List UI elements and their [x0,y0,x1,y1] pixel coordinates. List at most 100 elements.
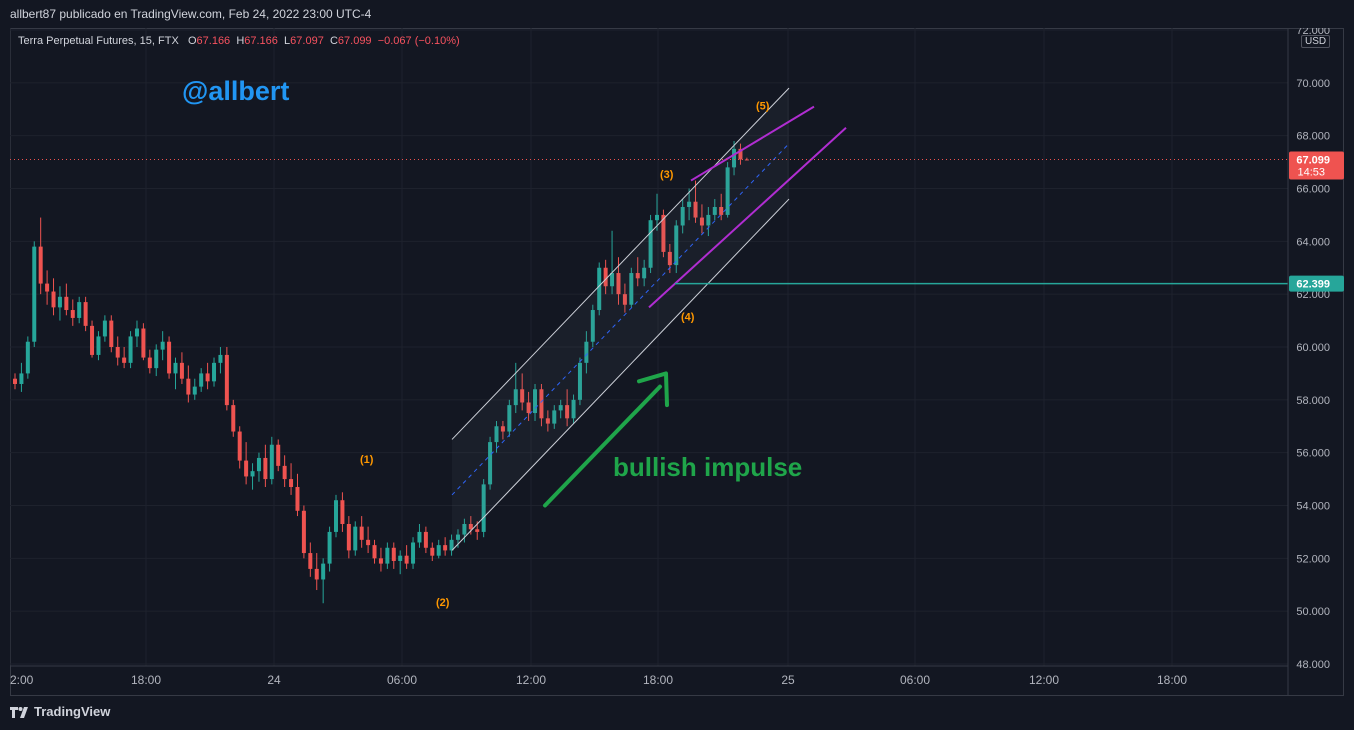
candle [436,539,441,559]
channel-upper-line [451,87,790,440]
candle-body [282,465,287,480]
candle-body [494,426,499,443]
time-tick-label: 24 [267,673,281,687]
candle [244,442,249,485]
candle-body [520,389,525,403]
candle [38,217,43,295]
candle-body [622,294,627,305]
candle-body [109,320,114,347]
high-value: 67.166 [244,35,278,47]
candle-body [334,500,338,532]
candle-body [57,296,62,308]
price-tick-label: 48.000 [1296,659,1330,671]
candle-body [738,148,743,160]
wedge-lower-line [648,127,847,309]
candle [597,262,602,316]
tradingview-logo[interactable]: TradingView [10,704,110,719]
candle [449,534,454,556]
symbol-legend[interactable]: Terra Perpetual Futures, 15, FTX O67.166… [18,35,460,47]
top-bar: allbert87 publicado en TradingView.com, … [0,0,1354,28]
candle-body [603,267,608,287]
candle [719,193,724,221]
candle [179,352,184,384]
candle-body [173,362,178,374]
candle [687,188,692,221]
candle-body [96,336,101,355]
candle [122,347,127,369]
candle [500,420,505,440]
candle-body [680,206,685,226]
candle [237,426,242,469]
time-tick-label: 18:00 [643,673,673,687]
candle [334,494,338,538]
candle [545,410,550,432]
candle [218,347,223,374]
candle [462,518,467,543]
tradingview-icon [10,706,28,718]
wave-label: (2) [436,597,450,609]
candle-body [237,431,242,461]
candle-body [269,444,274,480]
candle [481,479,486,538]
candle [314,553,319,591]
candle [289,463,294,495]
bullish-impulse-text: bullish impulse [613,452,802,482]
candle [282,455,287,488]
candle-body [565,405,570,419]
candle-body [231,405,236,432]
candle [520,373,525,411]
candle-body [102,320,107,337]
candle-body [256,457,261,472]
close-value: 67.099 [337,35,372,47]
candle-body [455,534,460,540]
candle [635,257,640,287]
wave-label: (4) [681,312,695,324]
candle [353,521,358,556]
candle-body [571,399,576,419]
price-tick-label: 70.000 [1296,78,1330,90]
candle-body [687,201,692,207]
candle [102,315,107,342]
candle [738,143,743,165]
candle-body [584,341,589,363]
price-tick-label: 62.000 [1296,289,1330,301]
candle [70,299,75,326]
candle [327,526,332,572]
candle [77,296,82,324]
candle [141,323,146,361]
candle-body [224,354,229,406]
level-label: 62.399 [1296,279,1330,291]
candle [250,463,255,490]
candle-body [289,479,294,488]
candle [571,394,576,424]
candle [301,505,306,559]
candle [610,230,615,295]
time-tick-label: 06:00 [387,673,417,687]
candle-body [411,542,416,564]
price-tick-label: 54.000 [1296,501,1330,513]
candle-body [635,273,640,279]
candle [565,389,570,427]
chart-frame[interactable] [10,28,1344,696]
channel-lower-line [451,198,790,551]
candle [648,214,653,274]
candle [732,140,737,176]
currency-button[interactable]: USD [1301,35,1331,48]
time-tick-label: 2:00 [10,673,34,687]
candle [160,331,165,361]
candle [224,347,229,411]
candle-body [122,357,127,363]
candle [192,378,197,400]
candle [19,362,24,392]
candle [629,267,634,308]
symbol-name[interactable]: Terra Perpetual Futures, 15, FTX [18,35,179,47]
last-price-label: 67.099 [1296,154,1330,166]
candle-body [699,217,704,226]
candle-body [167,341,172,374]
candle-body [218,354,223,363]
price-chart[interactable]: 48.000 50.000 52.000 54.000 56.000 58.000 60.0… [10,28,1344,696]
candle [83,296,88,332]
candle-body [391,547,396,561]
candle [372,539,377,564]
